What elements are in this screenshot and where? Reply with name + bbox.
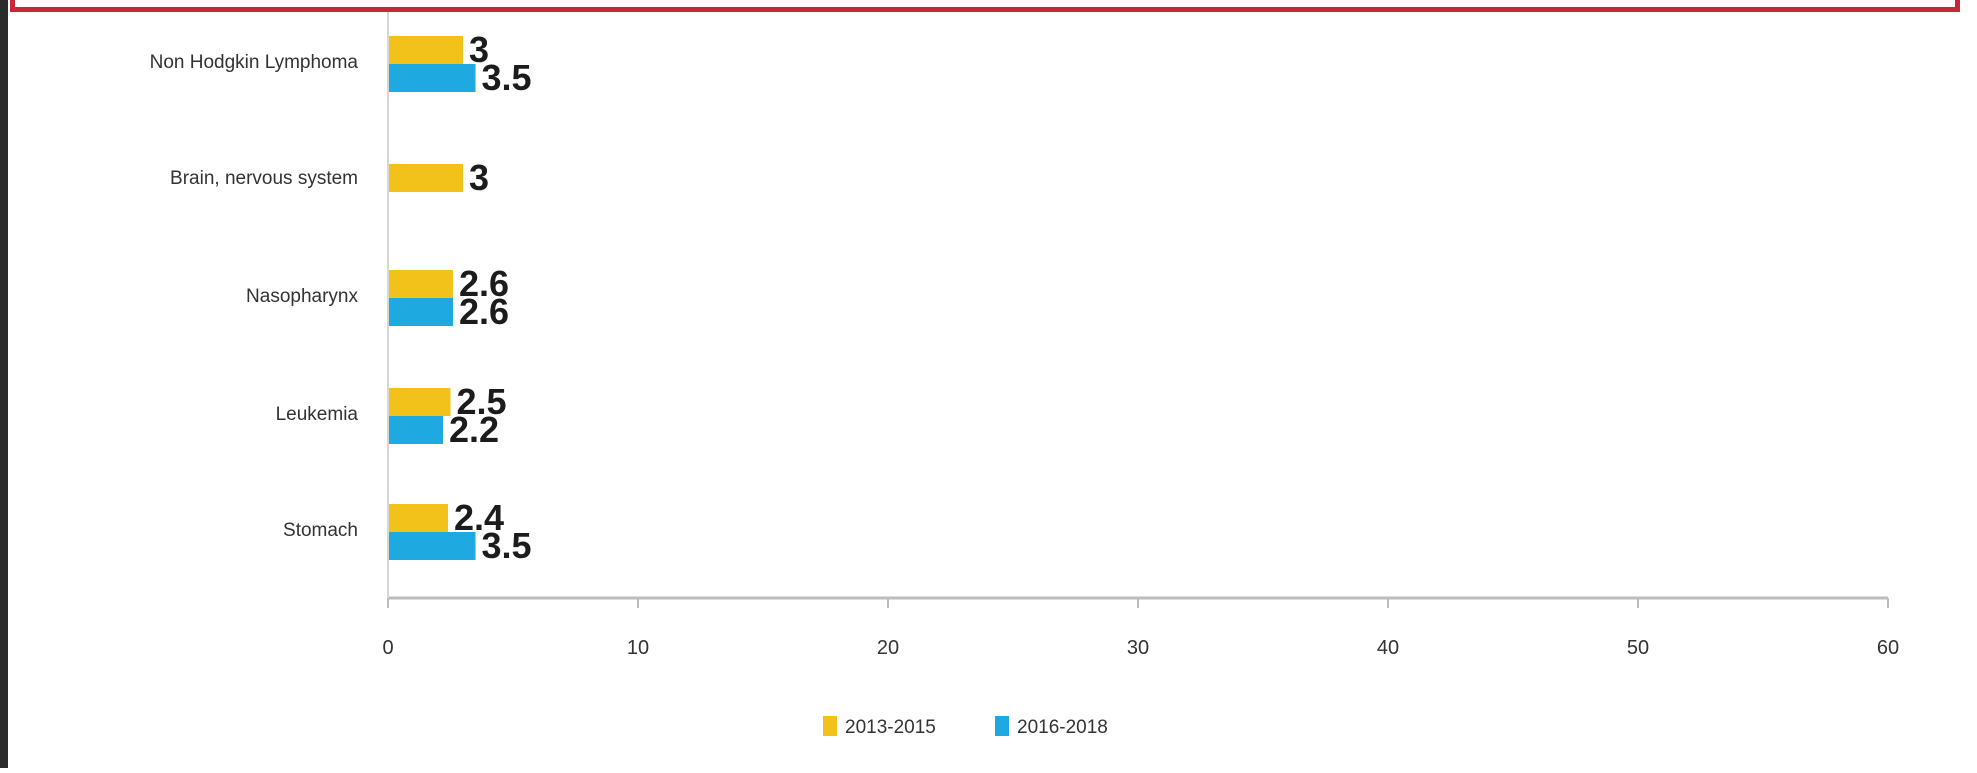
value-label-2016-2018-nasopharynx: 2.6 (459, 291, 509, 332)
x-tick-label-50: 50 (1627, 637, 1649, 659)
value-label-2013-2015-stomach: 2.4 (454, 497, 504, 538)
bar-2013-2015-brain-nervous-system (388, 164, 463, 192)
category-labels: Non Hodgkin Lymphoma Brain, nervous syste… (150, 52, 359, 541)
legend-swatch-2016-2018 (995, 716, 1009, 736)
category-label-nasopharynx: Nasopharynx (246, 286, 358, 307)
category-label-brain-nervous-system: Brain, nervous system (170, 168, 358, 189)
x-tick-label-0: 0 (382, 637, 393, 659)
bar-2016-2018-leukemia (388, 416, 443, 444)
x-tick-label-60: 60 (1877, 637, 1899, 659)
value-label-2013-2015-leukemia: 2.5 (457, 381, 507, 422)
x-tick-label-40: 40 (1377, 637, 1399, 659)
legend-label-2013-2015: 2013-2015 (845, 717, 936, 738)
legend: 2013-2015 2016-2018 (823, 716, 1108, 738)
bar-2016-2018-non-hodgkin-lymphoma (388, 64, 476, 92)
bar-2013-2015-non-hodgkin-lymphoma (388, 36, 463, 64)
value-labels: 33.532.62.62.52.22.43.5 (449, 29, 532, 566)
x-tick-label-30: 30 (1127, 637, 1149, 659)
x-tick-label-10: 10 (627, 637, 649, 659)
value-label-2016-2018-non-hodgkin-lymphoma: 3.5 (482, 57, 532, 98)
x-tick-label-20: 20 (877, 637, 899, 659)
value-label-2013-2015-brain-nervous-system: 3 (469, 157, 489, 198)
bar-2016-2018-nasopharynx (388, 298, 453, 326)
highlight-frame (10, 0, 1960, 12)
value-label-2013-2015-non-hodgkin-lymphoma: 3 (469, 29, 489, 70)
left-window-border (0, 0, 8, 768)
category-label-leukemia: Leukemia (276, 404, 359, 425)
category-label-non-hodgkin-lymphoma: Non Hodgkin Lymphoma (150, 52, 359, 73)
legend-swatch-2013-2015 (823, 716, 837, 736)
bar-2013-2015-stomach (388, 504, 448, 532)
bar-2016-2018-stomach (388, 532, 476, 560)
value-label-2016-2018-stomach: 3.5 (482, 525, 532, 566)
bars-layer (388, 36, 476, 560)
bar-2013-2015-nasopharynx (388, 270, 453, 298)
bar-2013-2015-leukemia (388, 388, 451, 416)
value-label-2016-2018-leukemia: 2.2 (449, 409, 499, 450)
value-label-2013-2015-nasopharynx: 2.6 (459, 263, 509, 304)
x-axis: 0 10 20 30 40 50 60 (382, 8, 1899, 659)
category-label-stomach: Stomach (283, 520, 358, 541)
legend-label-2016-2018: 2016-2018 (1017, 717, 1108, 738)
